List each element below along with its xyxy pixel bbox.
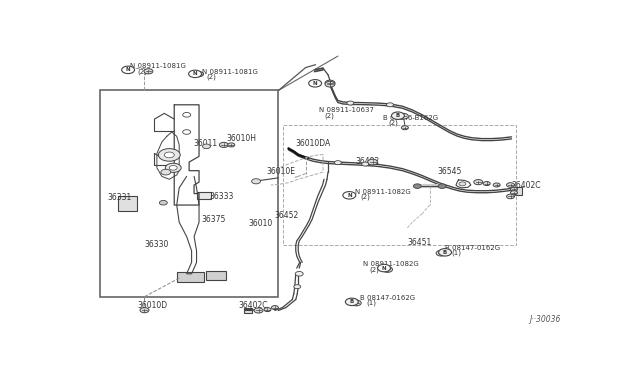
Circle shape [438, 248, 451, 256]
Circle shape [202, 144, 211, 149]
Circle shape [483, 182, 490, 186]
Circle shape [401, 126, 408, 130]
Circle shape [459, 182, 466, 186]
Text: 36011: 36011 [193, 139, 217, 148]
Circle shape [161, 169, 171, 175]
Circle shape [264, 308, 271, 312]
Circle shape [436, 250, 446, 256]
Text: N 08911-1081G: N 08911-1081G [202, 69, 257, 75]
Bar [244, 308, 252, 313]
Circle shape [507, 194, 515, 199]
Circle shape [294, 285, 301, 289]
Text: 36010D: 36010D [137, 301, 167, 310]
Circle shape [325, 81, 335, 87]
Circle shape [144, 69, 153, 74]
Circle shape [511, 191, 518, 195]
Text: (2): (2) [388, 119, 398, 126]
Text: 36010DA: 36010DA [296, 140, 331, 148]
Text: 36402C: 36402C [239, 301, 268, 310]
Circle shape [254, 308, 263, 313]
Text: (2): (2) [369, 266, 379, 273]
Text: B 08146-B162G: B 08146-B162G [383, 115, 438, 121]
Circle shape [493, 183, 500, 187]
Circle shape [228, 143, 235, 147]
Bar [177, 272, 204, 282]
Circle shape [346, 298, 358, 305]
Circle shape [383, 267, 392, 272]
Text: N 08911-10637: N 08911-10637 [319, 108, 374, 113]
Text: 36375: 36375 [202, 215, 226, 224]
Text: B: B [443, 250, 447, 255]
Bar [118, 196, 136, 211]
Text: 36402C: 36402C [511, 181, 541, 190]
Text: N: N [381, 266, 387, 270]
Circle shape [362, 162, 369, 166]
Circle shape [392, 112, 404, 119]
Circle shape [474, 180, 483, 185]
Circle shape [511, 187, 518, 191]
Circle shape [182, 130, 191, 134]
Text: B 08147-0162G: B 08147-0162G [445, 245, 500, 251]
Circle shape [507, 183, 515, 187]
Text: N 08911-1082G: N 08911-1082G [355, 189, 411, 195]
Text: B: B [396, 113, 400, 118]
Circle shape [343, 192, 356, 199]
Text: N 08911-1082G: N 08911-1082G [363, 262, 419, 267]
Text: 36452: 36452 [275, 211, 299, 220]
Circle shape [158, 149, 180, 161]
Text: (2): (2) [137, 68, 147, 75]
Text: N: N [126, 67, 131, 72]
Circle shape [140, 308, 149, 313]
Bar [284, 125, 516, 245]
Bar [207, 271, 227, 279]
Circle shape [413, 184, 421, 189]
Circle shape [182, 112, 191, 117]
Circle shape [122, 66, 134, 74]
Circle shape [347, 101, 354, 105]
Text: (2): (2) [207, 74, 216, 80]
Circle shape [387, 103, 394, 107]
Text: (1): (1) [367, 300, 377, 306]
Circle shape [159, 201, 167, 205]
Circle shape [367, 159, 378, 165]
Circle shape [438, 184, 446, 189]
Text: N: N [313, 81, 317, 86]
Text: N: N [193, 71, 197, 76]
Text: N 08911-1081G: N 08911-1081G [129, 63, 186, 69]
Text: B 08147-0162G: B 08147-0162G [360, 295, 415, 301]
Circle shape [378, 264, 390, 272]
Circle shape [169, 166, 177, 170]
Text: 36010E: 36010E [266, 167, 295, 176]
Circle shape [252, 179, 260, 184]
Text: 36545: 36545 [437, 167, 461, 176]
Bar [100, 90, 278, 297]
Text: 36330: 36330 [145, 240, 169, 250]
Text: (2): (2) [324, 112, 334, 119]
Text: 36010H: 36010H [227, 134, 256, 144]
Circle shape [164, 152, 174, 158]
Circle shape [295, 272, 303, 276]
Circle shape [189, 70, 202, 78]
Text: 36333: 36333 [209, 192, 234, 201]
Circle shape [220, 142, 228, 147]
Text: 36451: 36451 [408, 238, 431, 247]
Text: 36331: 36331 [108, 193, 132, 202]
Circle shape [351, 300, 361, 306]
Bar [515, 187, 522, 195]
Circle shape [335, 161, 341, 165]
Text: J··30036: J··30036 [529, 315, 560, 324]
Circle shape [308, 80, 321, 87]
Text: (1): (1) [451, 250, 461, 256]
Bar [196, 192, 211, 199]
Circle shape [195, 71, 204, 77]
Text: N: N [347, 193, 351, 198]
Circle shape [399, 113, 408, 119]
Text: B: B [349, 299, 354, 304]
Text: (2): (2) [360, 193, 370, 200]
Text: 36010: 36010 [249, 219, 273, 228]
Circle shape [165, 163, 181, 172]
Text: 36482: 36482 [355, 157, 380, 166]
Circle shape [325, 80, 335, 86]
Circle shape [271, 305, 278, 310]
